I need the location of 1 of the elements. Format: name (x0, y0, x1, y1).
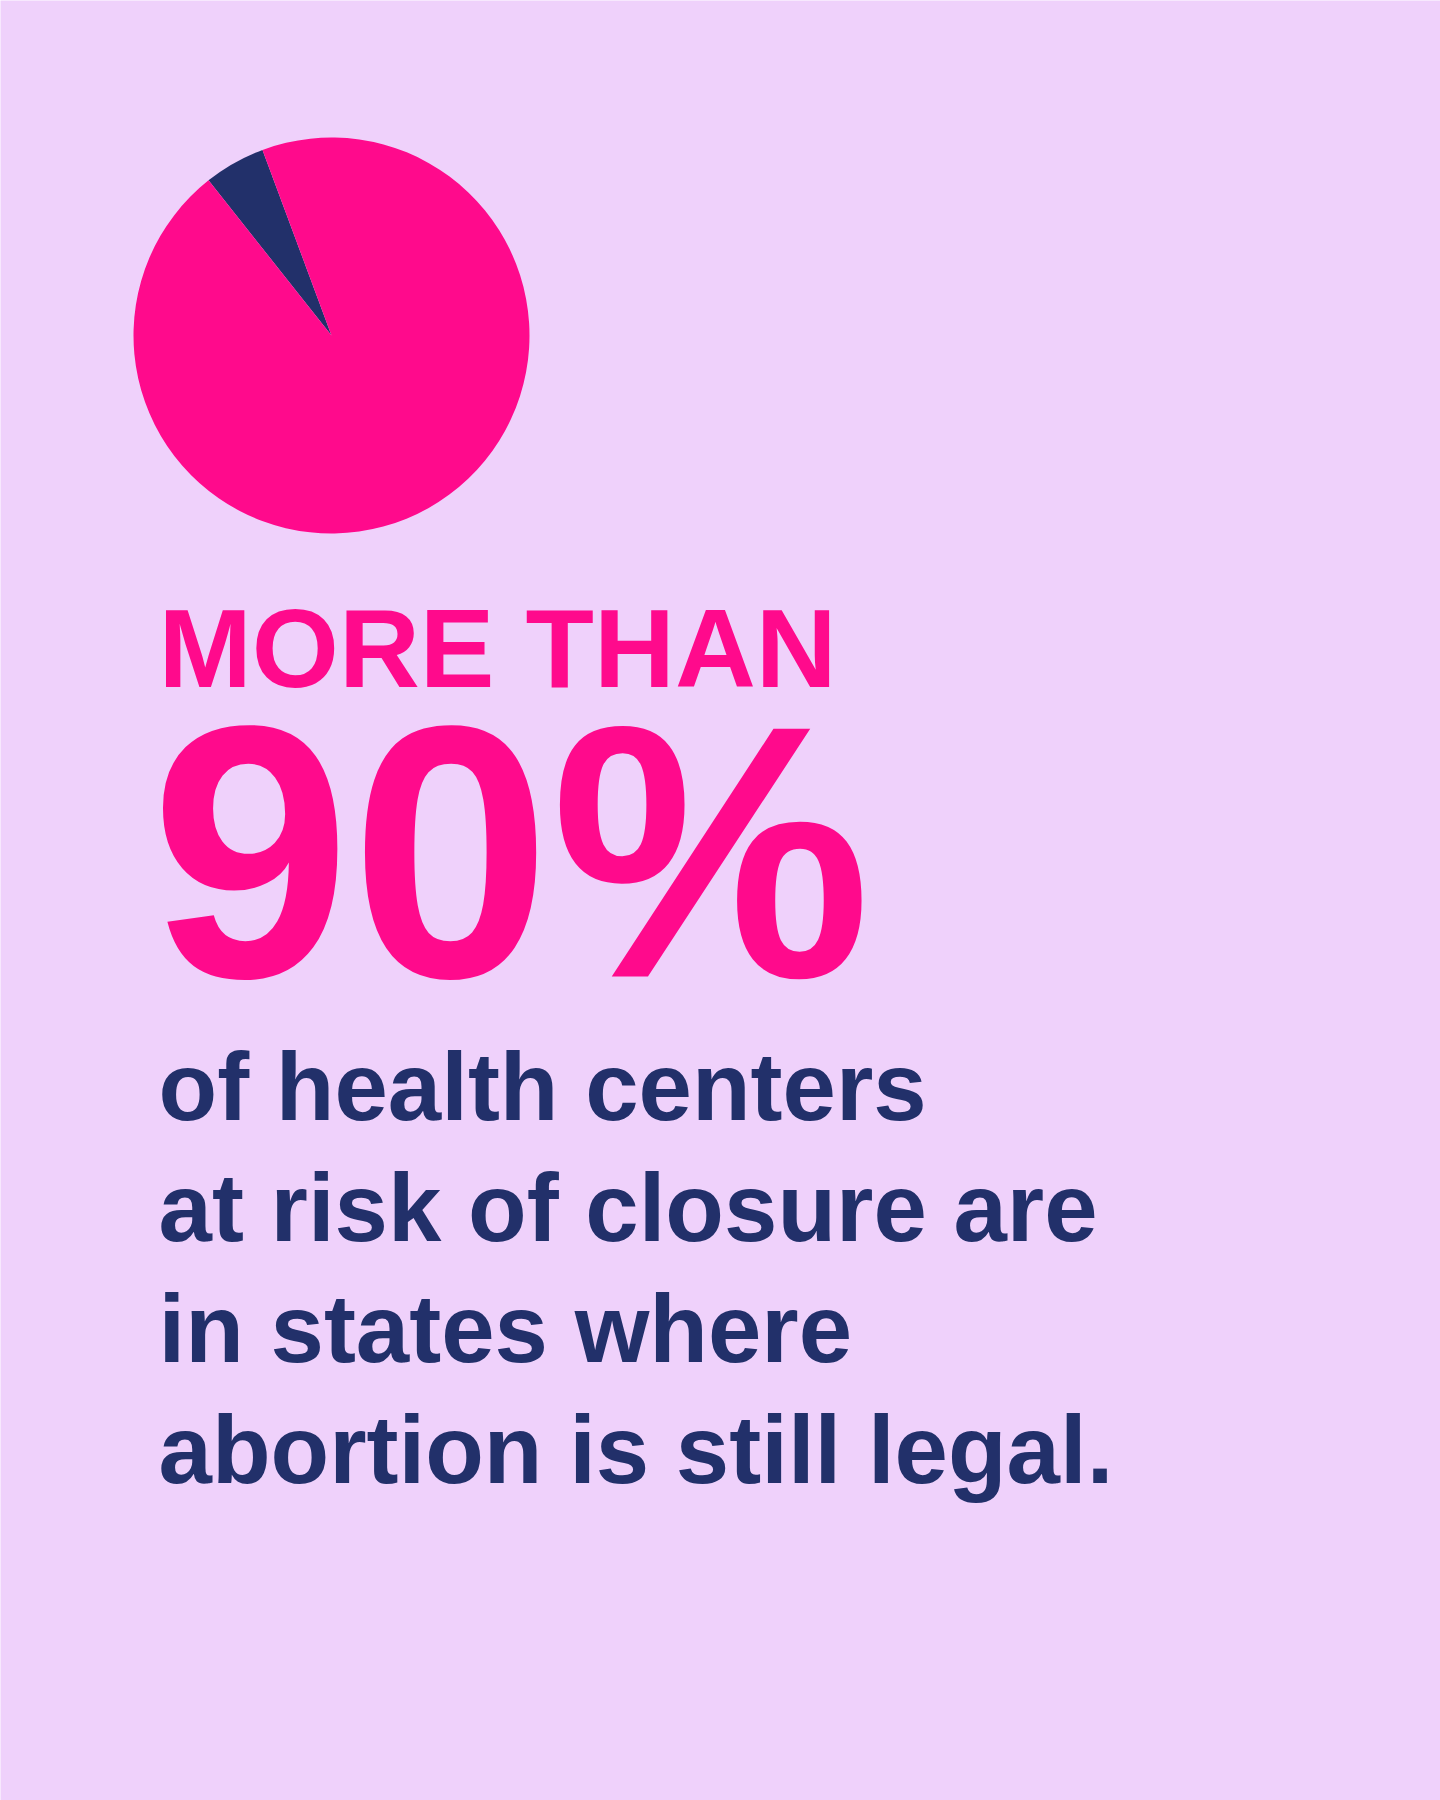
text: of health centers at risk of closure are in states where abortion is still legal. (158, 1033, 1114, 1503)
